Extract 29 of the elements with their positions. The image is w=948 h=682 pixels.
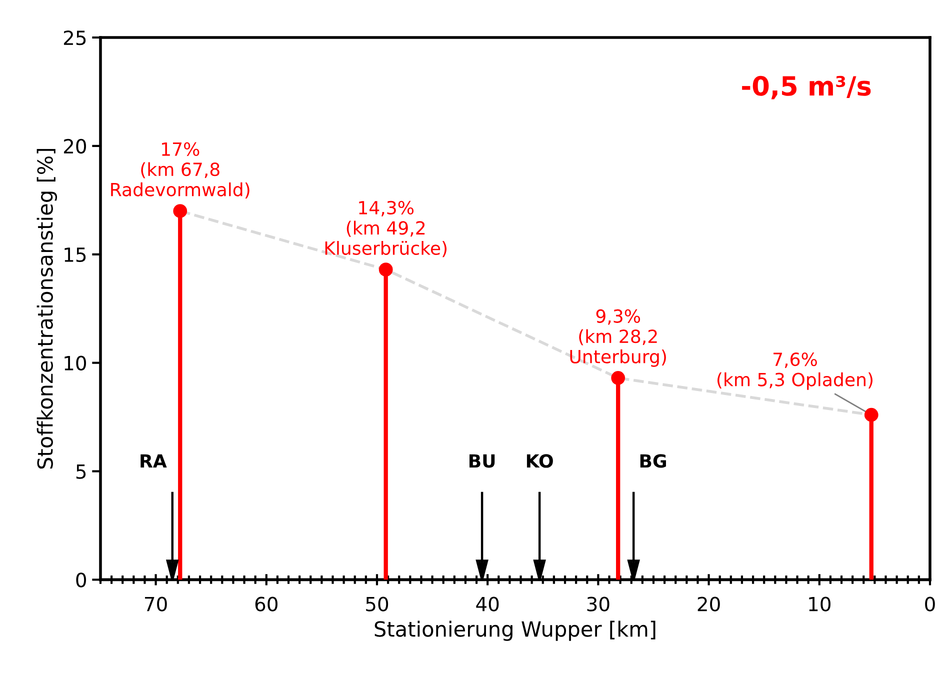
data-label: 7,6% (km 5,3 Opladen) [717, 352, 872, 390]
y-tick-label: 15 [64, 248, 86, 262]
y-tick-label: 10 [64, 356, 86, 370]
point [864, 408, 878, 422]
annotation: -0,5 m³/s [742, 76, 871, 100]
x-tick-label: 30 [587, 596, 610, 612]
x-tick-label: 60 [255, 596, 278, 612]
x-tick-label: 0 [925, 596, 935, 612]
x-tick-label: 40 [476, 596, 499, 612]
ref-line-label: RA [140, 454, 167, 468]
data-label: 17% (km 67,8 Radevormwald) [111, 142, 250, 199]
point [378, 262, 393, 277]
y-tick-label: 0 [76, 572, 86, 588]
x-tick-label: 20 [698, 596, 720, 612]
y-tick-label: 25 [64, 30, 86, 46]
ref-line-label: BU [470, 454, 495, 468]
y-axis-title: Stoffkonzentrationsanstieg [%] [36, 149, 57, 469]
ref-line-label: BG [640, 454, 666, 468]
data-label: 14,3% (km 49,2 Kluserbrücke) [325, 200, 447, 258]
x-tick-label: 70 [145, 596, 167, 612]
y-tick-label: 20 [64, 138, 86, 154]
data-label: 9,3% (km 28,2 Unterburg) [570, 309, 666, 367]
ref-line-label: KO [526, 454, 553, 468]
x-tick-label: 50 [366, 596, 388, 612]
x-axis-title: Stationierung Wupper [km] [374, 620, 656, 641]
point [611, 371, 626, 385]
x-tick-label: 10 [809, 596, 830, 612]
y-tick-label: 5 [76, 464, 86, 479]
point [173, 204, 188, 218]
